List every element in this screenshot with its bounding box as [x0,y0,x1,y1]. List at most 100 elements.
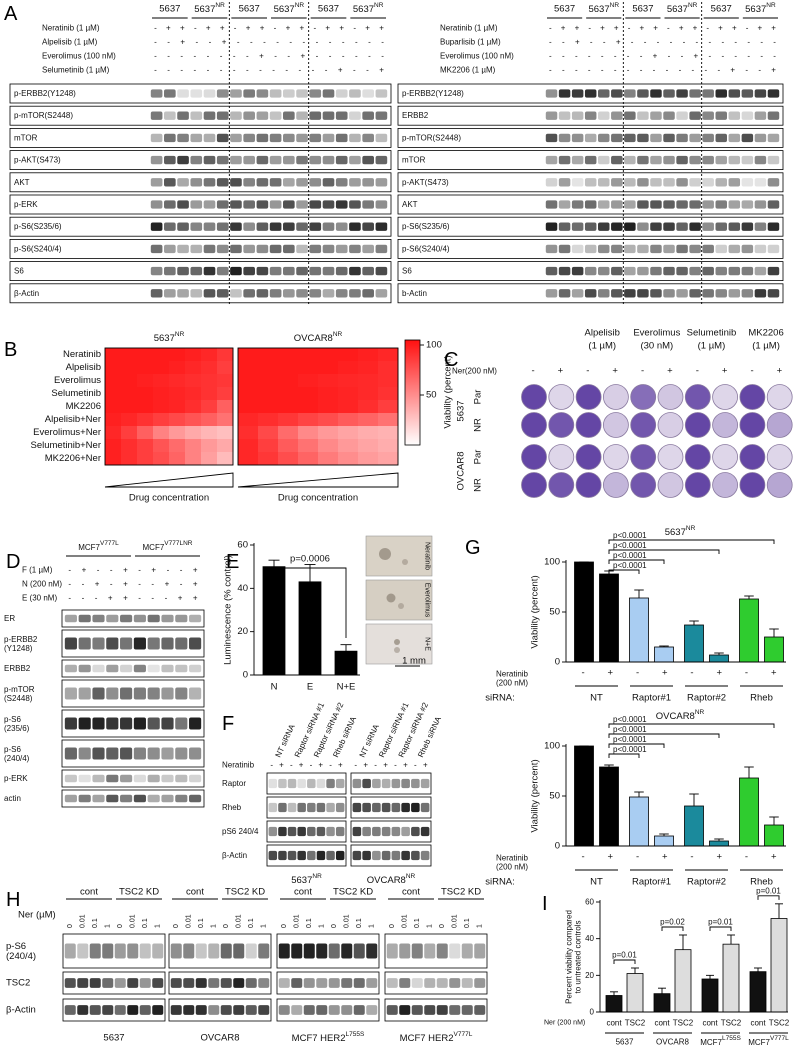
blot-band [558,155,571,165]
blot-band [436,978,448,988]
well [521,412,547,438]
heatmap-cell [169,426,186,440]
blot-band [545,266,558,276]
heatmap-cell [278,439,299,453]
blot-band [230,200,242,209]
blot-band [296,133,308,143]
significance-bracket [661,926,684,931]
dose-label: 0.01 [235,914,242,928]
treatment-label: Everolimus (100 nM) [42,52,116,61]
blot-band [243,111,255,120]
blot-label: p-ERBB2(Y1248) [4,635,38,653]
group-label: cont [294,887,312,898]
heatmap-cell [217,361,234,375]
heatmap-cell [258,361,279,375]
heatmap-cell [153,361,170,375]
dose-label: 0 [223,924,230,928]
panel-letter: B [4,339,17,361]
axis-label: Drug concentration [278,493,358,504]
blot-band [650,178,662,187]
blot-label: TSC2 [6,978,30,989]
heatmap-cell [338,439,359,453]
panel-letter: F [222,713,234,735]
blot-band [268,778,278,789]
heatmap-cell [121,348,138,362]
p-value: p<0.0001 [613,745,647,754]
blot-band [349,178,361,187]
blot-band [335,222,348,231]
spheroid [386,593,396,603]
blot-band [189,614,202,623]
blot-band [558,111,571,120]
heatmap-cell [358,426,379,440]
well [575,384,602,410]
blot-band [335,802,345,813]
bar [739,598,759,663]
blot-band [676,266,688,276]
blot-band [372,826,381,837]
blot-label: actin [4,794,21,803]
blot-band [309,244,322,254]
blot-band [258,978,270,988]
blot-label: p-AKT(S473) [402,178,449,187]
heatmap-cell [298,387,319,401]
blot-band [190,244,203,254]
y-tick-label: 100 [544,557,560,568]
blot-band [571,133,584,143]
cell-line-label: 5637NR [667,2,698,15]
well [684,444,711,470]
blot-band [611,133,623,143]
blot-band [78,794,91,803]
p-value: p<0.0001 [613,561,647,570]
blot-label: AKT [402,200,418,209]
blot-frame [168,971,272,995]
blot-frame [350,772,432,795]
well [712,472,738,498]
blot-band [177,266,189,276]
blot-band [161,794,174,803]
label-line: p-S6 [4,745,21,754]
blot-band [175,664,188,673]
bar [749,971,767,1013]
blot-band [216,178,229,187]
blot-band [164,178,176,187]
blot-band [754,200,767,209]
blot-band [78,687,91,700]
y-tick-label: 20 [237,626,248,637]
heatmap-cell [137,413,154,427]
concentration-wedge [104,472,234,488]
blot-band [120,614,133,623]
significance-bracket [608,559,665,564]
heatmap-cell [217,439,234,453]
blot-band [278,850,287,861]
blot-band [203,111,216,120]
blot-band [309,200,322,209]
blot-band [598,222,610,231]
heatmap-cell [378,361,399,375]
dose-label: 1 [476,924,483,928]
group-label: TSC2 KD [333,887,373,898]
blot-band [326,826,335,837]
label-superscript: V777L [770,1035,789,1042]
dose-label: 1 [318,924,325,928]
heatmap-cell [137,439,154,453]
blot-band [203,155,216,165]
blot-band [598,89,610,98]
dose-label: 0.01 [293,914,300,928]
blot-band [230,89,242,98]
heatmap-cell [358,387,379,401]
blot-band [150,222,163,231]
blot-band [715,200,727,209]
blot-band [78,774,91,783]
blot-band [189,687,202,700]
blot-band [611,289,623,298]
heatmap-cell [105,387,122,401]
treatment-signs: - + + - + + - + + - + + - + + - + + [549,24,776,33]
blot-band [190,133,203,143]
cell-line-label: MCF7 HER2V777L [400,1031,473,1044]
heatmap-cell [238,452,259,466]
blot-band [278,943,290,959]
blot-band [545,222,558,231]
blot-band [309,222,322,231]
blot-band [177,155,189,165]
